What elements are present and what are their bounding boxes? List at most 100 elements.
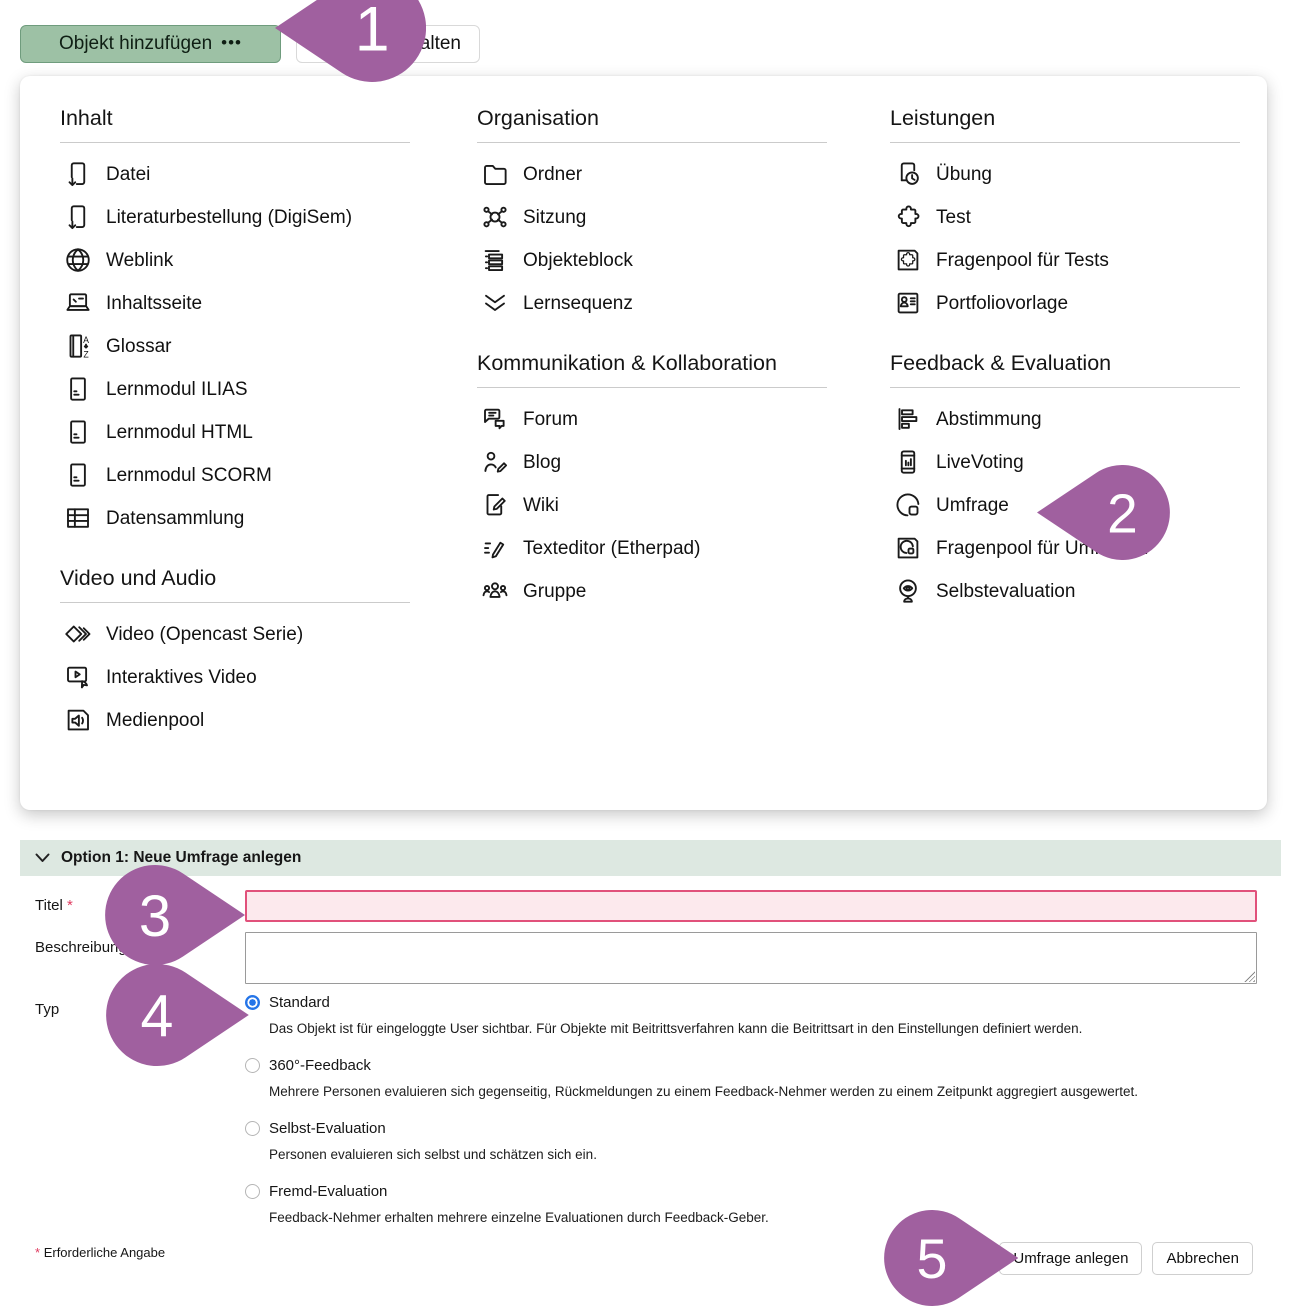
radio-selected-icon[interactable] [245,995,260,1010]
menu-item-interaktives-video[interactable]: Interaktives Video [60,662,365,693]
menu-item-label: Abstimmung [936,409,1042,430]
menu-item-label: Lernsequenz [523,293,633,314]
title-label: Titel * [35,897,73,914]
menu-item-label: Sitzung [523,207,587,228]
media-pool-icon [63,705,93,735]
menu-item-label: Lernmodul ILIAS [106,379,248,400]
menu-item-lernmodul-ilias[interactable]: Lernmodul ILIAS [60,374,365,405]
menu-item-label: Medienpool [106,710,205,731]
menu-item-texteditor-etherpad[interactable]: Texteditor (Etherpad) [477,533,782,564]
menu-item-label: LiveVoting [936,452,1024,473]
menu-item-video-opencast-serie[interactable]: Video (Opencast Serie) [60,619,365,650]
menu-item-abstimmung[interactable]: Abstimmung [890,404,1195,435]
required-note-asterisk: * [35,1245,41,1260]
menu-item-label: Gruppe [523,581,587,602]
radio-option-360-feedback[interactable]: 360°-Feedback [245,1057,1138,1074]
description-label: Beschreibung [35,939,127,956]
menu-item-objekteblock[interactable]: Objekteblock [477,245,782,276]
menu-item-lernmodul-html[interactable]: Lernmodul HTML [60,417,365,448]
radio-unselected-icon[interactable] [245,1121,260,1136]
menu-item-fragenpool-für-umfragen[interactable]: Fragenpool für Umfragen [890,533,1195,564]
menu-item-datei[interactable]: Datei [60,159,365,190]
menu-item-forum[interactable]: Forum [477,404,782,435]
radio-option-standard[interactable]: Standard [245,994,1138,1011]
menu-item-label: Ordner [523,164,583,185]
menu-item-label: Datensammlung [106,508,245,529]
menu-item-label: Texteditor (Etherpad) [523,538,701,559]
menu-item-label: Blog [523,452,562,473]
secondary-button-label: alten [419,33,461,54]
menu-item-fragenpool-für-tests[interactable]: Fragenpool für Tests [890,245,1195,276]
radio-option-description: Mehrere Personen evaluieren sich gegense… [269,1084,1138,1099]
type-row: Typ Standard Das Objekt ist für eingelogg… [35,994,1257,1246]
self-evaluation-icon [893,576,923,606]
add-object-button[interactable]: Objekt hinzufügen ••• [20,25,281,63]
radio-unselected-icon[interactable] [245,1184,260,1199]
radio-option-fremd-evaluation[interactable]: Fremd-Evaluation [245,1183,1138,1200]
exercise-icon [893,159,923,189]
resize-handle[interactable] [1244,971,1255,982]
menu-item-label: Glossar [106,336,172,357]
puzzle-icon [893,202,923,232]
title-input[interactable] [245,890,1257,922]
menu-section-title-feedback-evaluation: Feedback & Evaluation [890,349,1240,388]
menu-item-portfoliovorlage[interactable]: Portfoliovorlage [890,288,1195,319]
type-option-selbst-evaluation: Selbst-Evaluation Personen evaluieren sic… [245,1120,1138,1163]
cancel-button[interactable]: Abbrechen [1152,1242,1253,1275]
survey-icon [893,490,923,520]
submit-survey-button[interactable]: Umfrage anlegen [999,1242,1143,1275]
learning-sequence-icon [480,288,510,318]
table-icon [63,503,93,533]
description-field-wrap [245,932,1257,984]
menu-item-label: Fragenpool für Umfragen [936,538,1149,559]
menu-item-sitzung[interactable]: Sitzung [477,202,782,233]
secondary-toolbar-button[interactable]: alten [296,25,480,63]
description-textarea[interactable] [245,932,1257,984]
radio-option-label: Standard [269,994,330,1011]
menu-item-label: Wiki [523,495,559,516]
forum-icon [480,404,510,434]
menu-item-umfrage[interactable]: Umfrage [890,490,1195,521]
menu-item-weblink[interactable]: Weblink [60,245,365,276]
menu-item-label: Inhaltsseite [106,293,203,314]
chevron-down-icon [35,853,50,862]
required-asterisk: * [66,897,73,914]
new-survey-form: Titel * Beschreibung Typ Standard Das Obj… [35,890,1257,1246]
radio-option-selbst-evaluation[interactable]: Selbst-Evaluation [245,1120,1138,1137]
radio-option-label: Fremd-Evaluation [269,1183,388,1200]
menu-item-inhaltsseite[interactable]: Inhaltsseite [60,288,365,319]
file-download-icon [63,159,93,189]
menu-item-medienpool[interactable]: Medienpool [60,705,365,736]
menu-item-übung[interactable]: Übung [890,159,1195,190]
portfolio-template-icon [893,288,923,318]
menu-item-selbstevaluation[interactable]: Selbstevaluation [890,576,1195,607]
menu-item-datensammlung[interactable]: Datensammlung [60,503,365,534]
menu-item-label: Lernmodul SCORM [106,465,272,486]
menu-item-label: Test [936,207,971,228]
menu-item-test[interactable]: Test [890,202,1195,233]
menu-item-label: Video (Opencast Serie) [106,624,304,645]
menu-item-glossar[interactable]: A Z Glossar [60,331,365,362]
live-voting-icon [893,447,923,477]
menu-item-label: Portfoliovorlage [936,293,1069,314]
description-row: Beschreibung [35,932,1257,984]
menu-item-lernmodul-scorm[interactable]: Lernmodul SCORM [60,460,365,491]
menu-item-blog[interactable]: Blog [477,447,782,478]
menu-item-gruppe[interactable]: Gruppe [477,576,782,607]
add-object-label: Objekt hinzufügen [58,33,213,54]
menu-item-ordner[interactable]: Ordner [477,159,782,190]
menu-item-literaturbestellung-digisem[interactable]: Literaturbestellung (DigiSem) [60,202,365,233]
menu-item-label: Interaktives Video [106,667,257,688]
menu-item-label: Selbstevaluation [936,581,1076,602]
radio-option-label: Selbst-Evaluation [269,1120,386,1137]
content-page-icon [63,288,93,318]
type-option-standard: Standard Das Objekt ist für eingeloggte U… [245,994,1138,1037]
radio-unselected-icon[interactable] [245,1058,260,1073]
option-section-header[interactable]: Option 1: Neue Umfrage anlegen [20,840,1281,876]
globe-icon [63,245,93,275]
menu-item-lernsequenz[interactable]: Lernsequenz [477,288,782,319]
menu-item-livevoting[interactable]: LiveVoting [890,447,1195,478]
menu-item-wiki[interactable]: Wiki [477,490,782,521]
menu-item-label: Fragenpool für Tests [936,250,1109,271]
